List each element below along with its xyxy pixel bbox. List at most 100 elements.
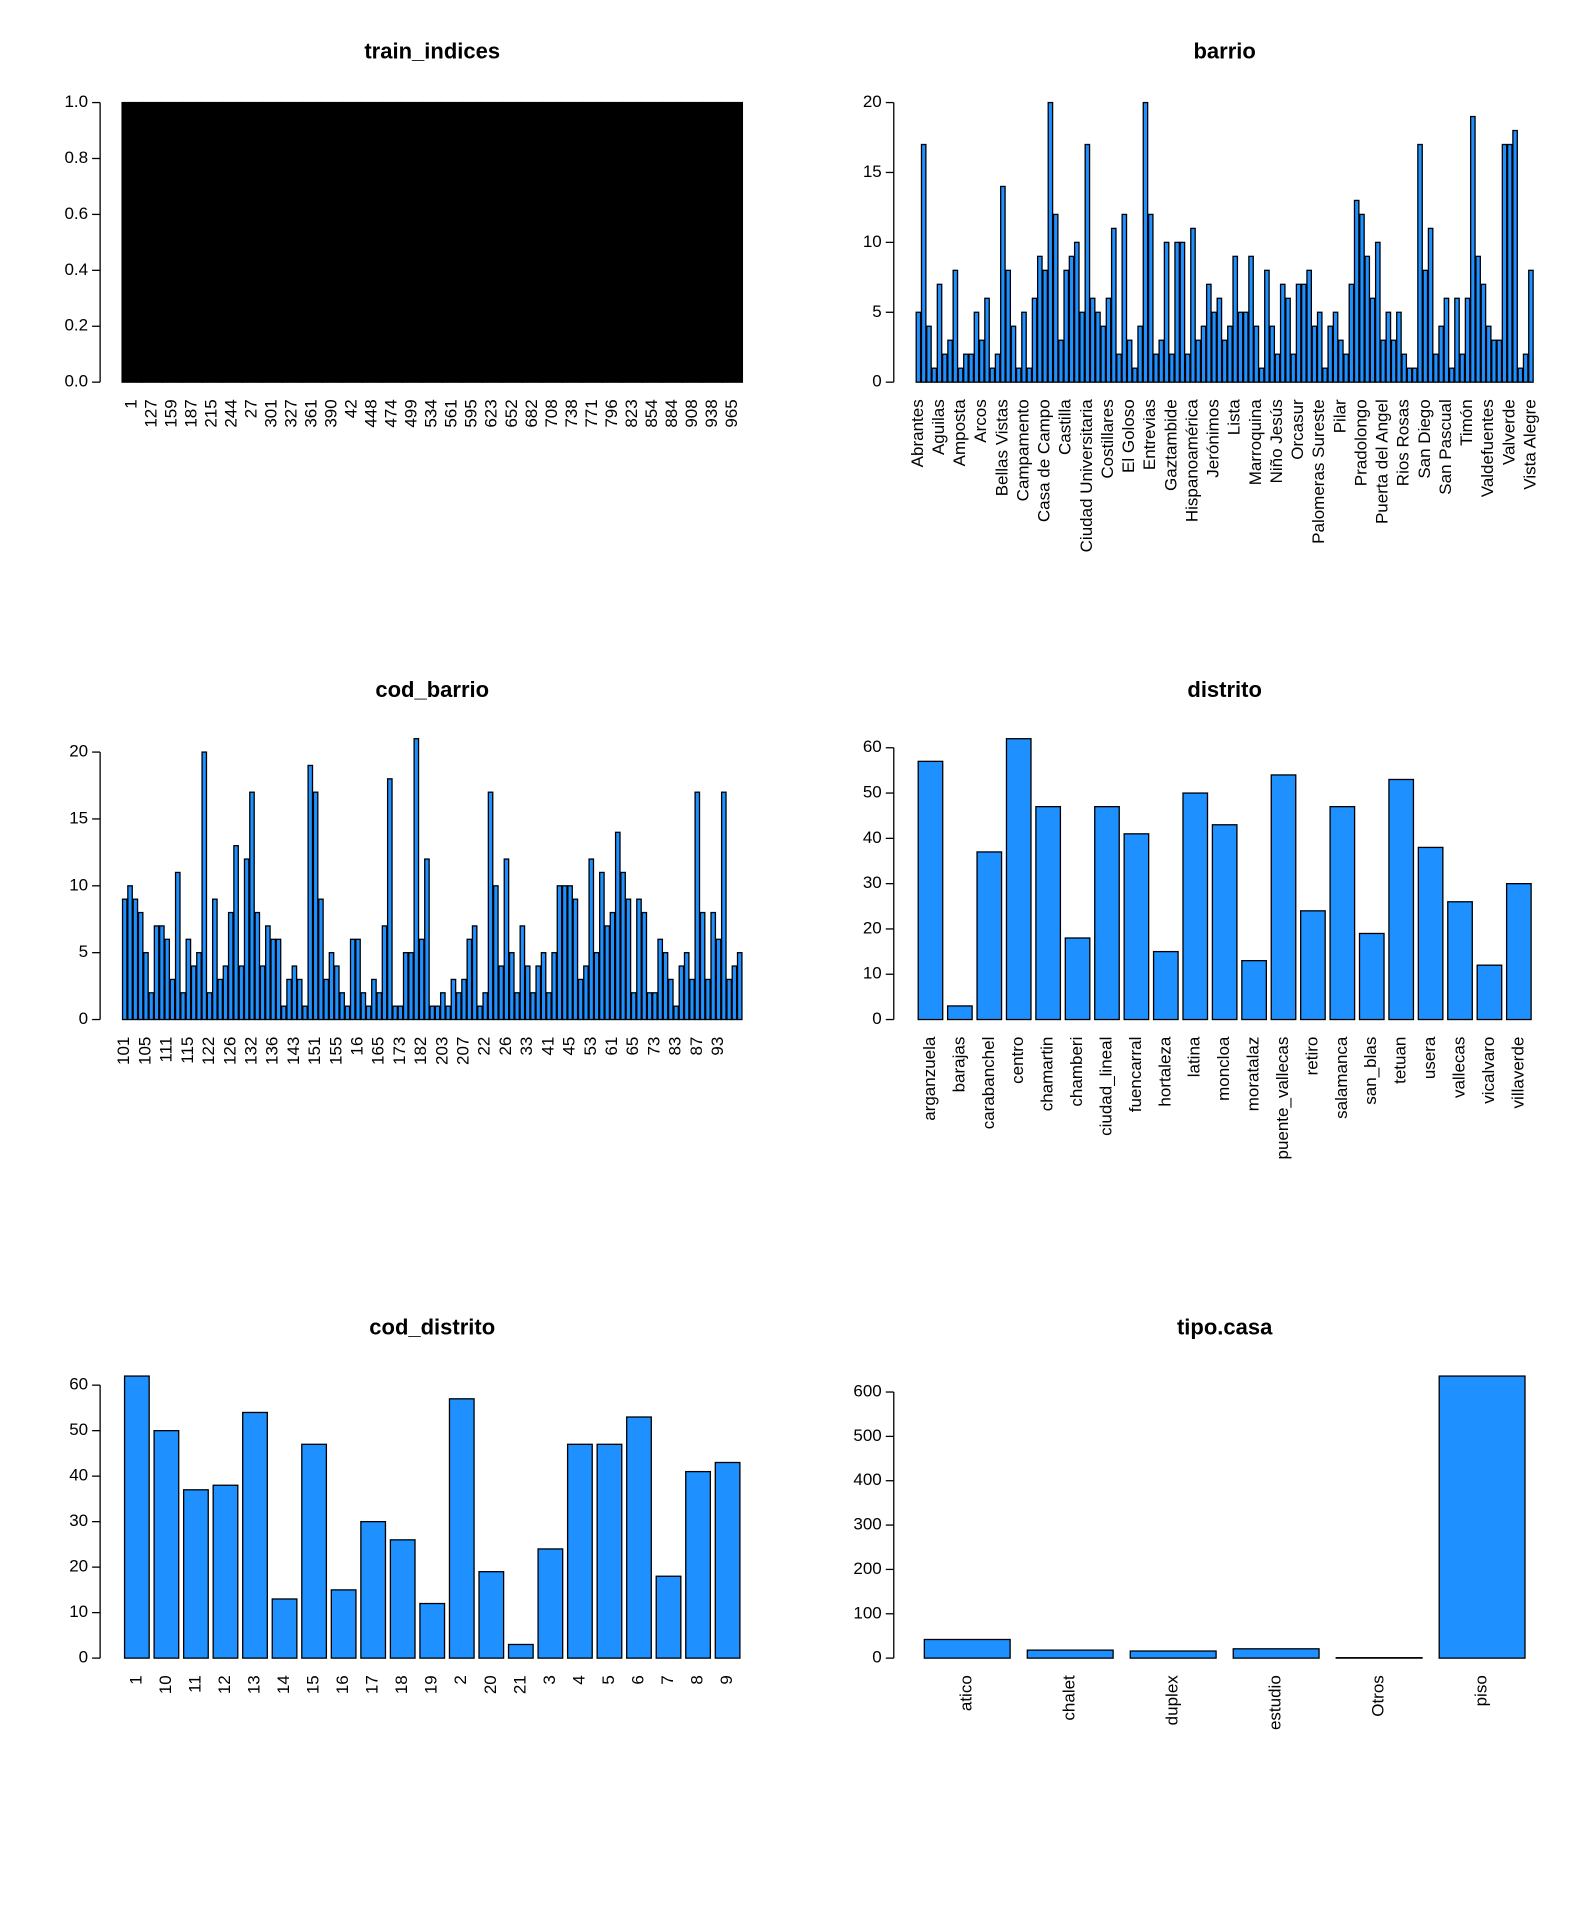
- bar: [915, 311, 922, 383]
- bar: [1380, 339, 1386, 383]
- x-tick-label: 42: [342, 399, 361, 418]
- bar: [655, 1575, 682, 1659]
- y-tick-label: 40: [69, 1466, 88, 1485]
- bar: [1295, 283, 1302, 383]
- bar: [1459, 353, 1466, 383]
- bar: [926, 325, 932, 383]
- bar: [461, 978, 467, 1021]
- bar: [1010, 325, 1017, 383]
- bar: [567, 885, 573, 1021]
- bar: [1279, 283, 1286, 383]
- x-tick-label: 26: [496, 1037, 515, 1056]
- bar: [481, 101, 503, 383]
- bar: [466, 938, 473, 1021]
- bar: [710, 911, 717, 1021]
- bar: [161, 101, 183, 383]
- x-tick-label: 53: [581, 1037, 600, 1056]
- chart-title: distrito: [1187, 677, 1262, 702]
- bar: [270, 938, 277, 1021]
- bar: [583, 965, 589, 1021]
- bar: [667, 978, 674, 1021]
- bar: [1491, 339, 1497, 383]
- x-tick-label: 738: [562, 399, 581, 427]
- y-tick-label: 1.0: [64, 92, 88, 111]
- bar: [646, 992, 653, 1021]
- x-tick-label: 61: [602, 1037, 621, 1056]
- y-tick-label: 50: [863, 783, 882, 802]
- bar: [657, 938, 664, 1021]
- bar: [1142, 101, 1149, 383]
- x-tick-label: 203: [432, 1037, 451, 1065]
- x-tick-label: usera: [1420, 1036, 1439, 1079]
- x-tick-label: Lista: [1225, 399, 1244, 435]
- bar: [121, 101, 143, 383]
- y-tick-label: 0: [79, 1009, 88, 1028]
- x-tick-label: villaverde: [1508, 1037, 1527, 1109]
- bar: [989, 367, 996, 383]
- bar: [371, 978, 377, 1021]
- bar: [1270, 774, 1297, 1021]
- bar: [577, 978, 584, 1021]
- bar: [397, 1005, 404, 1021]
- bar: [931, 367, 938, 383]
- bar: [1396, 311, 1402, 383]
- x-tick-label: 708: [542, 399, 561, 427]
- x-tick-label: 33: [517, 1037, 536, 1056]
- x-tick-label: vicalvaro: [1479, 1037, 1498, 1104]
- bar: [1237, 311, 1244, 383]
- bar: [159, 925, 165, 1021]
- x-tick-label: 18: [392, 1675, 411, 1694]
- bar: [952, 269, 959, 383]
- y-tick-label: 50: [69, 1420, 88, 1439]
- bar: [185, 938, 192, 1021]
- bar: [1200, 325, 1207, 383]
- bar: [1443, 297, 1450, 383]
- bar: [614, 831, 621, 1021]
- x-tick-label: 448: [362, 399, 381, 427]
- bar: [604, 925, 611, 1021]
- bar: [946, 1005, 973, 1021]
- x-tick-label: 21: [510, 1675, 529, 1694]
- x-tick-label: Hispanoamérica: [1182, 399, 1201, 522]
- bar: [1506, 143, 1513, 383]
- bar: [705, 978, 711, 1021]
- bar: [448, 1398, 475, 1659]
- bar: [1190, 227, 1196, 383]
- x-tick-label: fuencarral: [1126, 1037, 1145, 1113]
- bar: [1343, 353, 1349, 383]
- bar: [1079, 311, 1085, 383]
- bar: [1322, 367, 1328, 383]
- bar: [344, 1005, 351, 1021]
- bar: [1448, 367, 1455, 383]
- bar: [1158, 339, 1165, 383]
- bar: [941, 353, 948, 383]
- bar: [471, 925, 478, 1021]
- bar: [947, 339, 953, 383]
- x-tick-label: 215: [202, 399, 221, 427]
- bar: [1427, 227, 1434, 383]
- bar: [381, 101, 403, 383]
- bar: [233, 845, 239, 1021]
- x-tick-label: moratalaz: [1244, 1037, 1263, 1112]
- bar: [365, 1005, 372, 1021]
- bar: [121, 898, 128, 1021]
- bar: [265, 925, 271, 1021]
- x-tick-label: Amposta: [950, 399, 969, 467]
- bar: [450, 978, 457, 1021]
- x-tick-label: 16: [347, 1037, 366, 1056]
- bar: [1232, 255, 1239, 383]
- bar: [662, 952, 669, 1021]
- y-tick-label: 600: [853, 1382, 881, 1401]
- x-tick-label: 474: [382, 399, 401, 427]
- bar: [1216, 297, 1223, 383]
- bar: [936, 283, 943, 383]
- bar: [153, 1430, 180, 1659]
- bar: [212, 898, 218, 1021]
- bar: [1036, 255, 1043, 383]
- x-tick-label: San Diego: [1415, 399, 1434, 478]
- bar: [731, 965, 738, 1021]
- x-tick-label: 173: [390, 1037, 409, 1065]
- bar: [1073, 241, 1080, 383]
- x-tick-label: 361: [302, 399, 321, 427]
